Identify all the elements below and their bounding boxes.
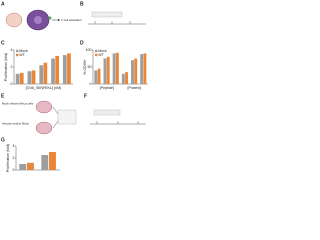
panel-label: E (1, 93, 5, 99)
bar (51, 58, 55, 84)
bar (115, 52, 119, 84)
diagram-e: Mock infected HeLa cells Infection and/o… (2, 100, 77, 135)
y-tick-label: 4 (11, 48, 13, 52)
y-tick-label: 0 (90, 82, 92, 86)
y-tick-label: 0 (11, 82, 13, 86)
legend-label: Mock (19, 49, 28, 53)
bar (125, 72, 128, 84)
x-group-label: [Peptide] (100, 86, 114, 90)
panel-label: F (84, 93, 87, 99)
bar (19, 72, 24, 84)
legend-swatch (95, 49, 98, 53)
bar (62, 55, 67, 84)
legend-label: Mock (98, 49, 107, 53)
bar (103, 58, 107, 84)
bar (41, 155, 49, 170)
diagram-text: Infection and/or Mock (2, 122, 29, 126)
y-tick-label: 2 (13, 156, 15, 160)
timeline-b (88, 11, 146, 25)
y-axis-label: % CD69+ (83, 59, 87, 74)
legend-label: WT (98, 53, 104, 57)
y-tick-label: 0 (13, 168, 15, 172)
diagram-text: Mock infected HeLa cells (2, 102, 34, 106)
bar (112, 53, 116, 84)
bar (31, 70, 36, 84)
bar (143, 53, 147, 84)
bar (27, 162, 34, 170)
bar (55, 55, 60, 84)
bar (19, 164, 27, 170)
bar (43, 62, 48, 84)
bar (15, 73, 20, 84)
diagram-text: T cell activation (61, 18, 82, 22)
x-group-label: [Protein] (128, 86, 141, 90)
bar (49, 152, 56, 170)
bar (121, 73, 125, 84)
panel-label: B (80, 1, 84, 7)
timeline-f (90, 109, 146, 125)
y-axis-label: Proliferation (fold) (6, 144, 10, 172)
panel-label: D (80, 40, 84, 46)
legend-swatch (16, 53, 19, 57)
bar (94, 70, 98, 84)
bar (39, 65, 44, 84)
panel-label: A (1, 1, 5, 7)
legend-swatch (16, 49, 19, 53)
legend-swatch (95, 53, 98, 57)
bar (27, 71, 32, 84)
bar (140, 54, 144, 84)
bar (67, 53, 71, 84)
figure: A B C D E F G T cell activation Mock inf… (1, 1, 148, 172)
legend-label: WT (19, 53, 25, 57)
bar (134, 58, 138, 84)
bar (131, 60, 134, 84)
y-tick-label: 2 (11, 65, 13, 69)
y-tick-label: 4 (13, 144, 15, 148)
diagram-a: T cell activation (5, 9, 82, 31)
y-tick-label: 100 (86, 48, 92, 52)
bar (106, 56, 110, 84)
panel-label: G (1, 137, 5, 143)
y-tick-label: 50 (88, 65, 92, 69)
y-axis-label: Proliferation (fold) (4, 53, 8, 81)
x-axis-label: [OVA_SIINFEKL] (nM) (26, 86, 62, 90)
panel-label: C (1, 40, 5, 46)
bar (97, 68, 101, 84)
